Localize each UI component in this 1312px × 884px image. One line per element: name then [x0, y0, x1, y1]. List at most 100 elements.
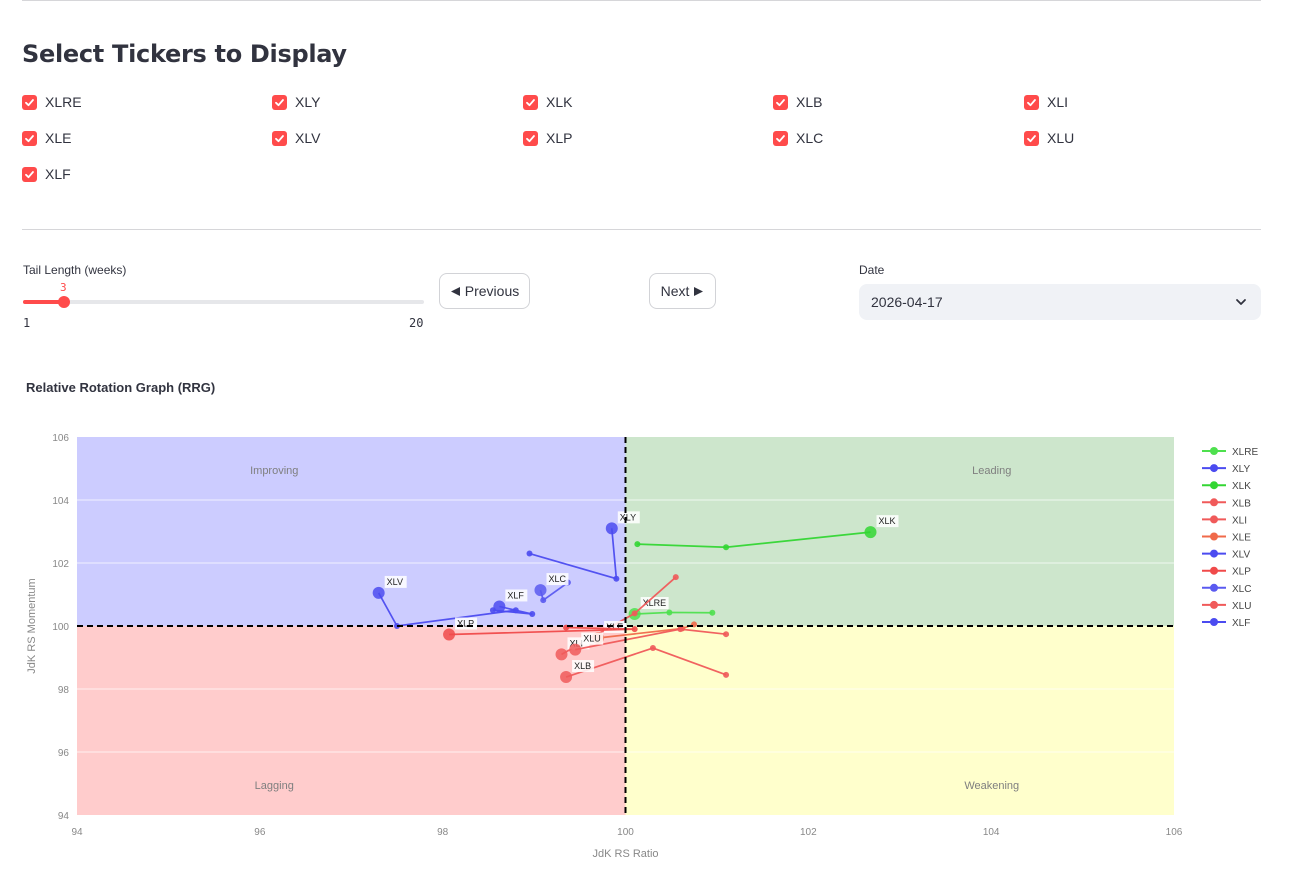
- legend-label: XLB: [1232, 498, 1251, 509]
- legend-swatch-marker: [1210, 515, 1218, 524]
- x-axis-title: JdK RS Ratio: [592, 848, 658, 860]
- checkbox-xlb[interactable]: XLB: [773, 92, 822, 112]
- series-point: [540, 597, 547, 604]
- checkbox-label: XLB: [796, 94, 823, 110]
- top-divider: [22, 0, 1261, 1]
- checkbox-label: XLV: [295, 130, 321, 146]
- point-label-bg: [384, 575, 407, 588]
- x-tick-label: 106: [1166, 827, 1183, 838]
- legend-item-xlp: XLP: [1202, 566, 1251, 578]
- checkbox-xlk[interactable]: XLK: [523, 92, 572, 112]
- quadrant-improving: [77, 437, 626, 626]
- legend-label: XLK: [1232, 481, 1251, 492]
- series-point: [672, 574, 679, 581]
- series-point: [613, 575, 620, 582]
- point-label: XLE: [606, 622, 623, 632]
- series-point: [723, 544, 730, 551]
- checkbox-xly[interactable]: XLY: [272, 92, 320, 112]
- legend-label: XLF: [1232, 618, 1250, 629]
- point-label: XLRE: [643, 598, 667, 608]
- checkbox-xle[interactable]: XLE: [22, 128, 71, 148]
- quadrant-label-leading: Leading: [972, 465, 1011, 477]
- checkbox-xlu[interactable]: XLU: [1024, 128, 1074, 148]
- series-point: [709, 609, 716, 616]
- legend-item-xlu: XLU: [1202, 600, 1251, 612]
- series-point: [529, 611, 536, 618]
- point-label: XLU: [583, 634, 601, 644]
- quadrant-label-improving: Improving: [250, 465, 298, 477]
- checkmark-icon: [22, 130, 37, 146]
- series-point: [649, 645, 656, 652]
- legend-label: XLC: [1232, 584, 1251, 595]
- checkbox-xlre[interactable]: XLRE: [22, 92, 82, 112]
- series-xlu: XLU: [569, 626, 730, 656]
- checkbox-label: XLP: [546, 130, 573, 146]
- checkmark-icon: [773, 130, 788, 146]
- x-tick-label: 96: [254, 827, 266, 838]
- checkbox-xlv[interactable]: XLV: [272, 128, 320, 148]
- legend-swatch-marker: [1210, 549, 1218, 558]
- point-label-bg: [572, 660, 595, 673]
- tail-length-slider-thumb[interactable]: [58, 296, 70, 308]
- date-select[interactable]: 2026-04-17: [859, 284, 1261, 320]
- date-label: Date: [859, 263, 885, 277]
- point-label-bg: [581, 632, 604, 645]
- checkmark-icon: [22, 166, 37, 182]
- series-point: [666, 609, 673, 616]
- series-point: [634, 541, 641, 548]
- triangle-right-icon: [694, 286, 704, 296]
- legend-label: XLP: [1232, 567, 1251, 578]
- chart-legend: XLRE XLY XLK XLB XLI XLE XLV XLP XLC XLU XLF: [1202, 447, 1258, 629]
- point-label: XLY: [620, 512, 636, 522]
- checkbox-xlf[interactable]: XLF: [22, 164, 71, 184]
- legend-swatch-marker: [1210, 566, 1218, 575]
- legend-label: XLE: [1232, 533, 1251, 544]
- chevron-down-icon: [1236, 299, 1246, 305]
- series-head-point: [605, 522, 618, 535]
- legend-item-xli: XLI: [1202, 515, 1247, 526]
- checkbox-label: XLC: [796, 130, 824, 146]
- checkbox-xlc[interactable]: XLC: [773, 128, 823, 148]
- legend-swatch-marker: [1210, 532, 1218, 541]
- tail-length-slider-track[interactable]: [23, 300, 424, 304]
- legend-item-xlf: XLF: [1202, 618, 1250, 629]
- x-tick-label: 102: [800, 827, 817, 838]
- tail-length-label: Tail Length (weeks): [23, 263, 127, 277]
- series-point: [393, 623, 400, 629]
- legend-swatch-marker: [1210, 498, 1218, 507]
- legend-item-xlc: XLC: [1202, 583, 1251, 595]
- checkbox-label: XLRE: [45, 94, 82, 110]
- point-label-bg: [640, 597, 669, 610]
- section-divider: [22, 229, 1261, 230]
- point-label: XLV: [387, 577, 403, 587]
- point-label: XLB: [574, 661, 591, 671]
- checkbox-xli[interactable]: XLI: [1024, 92, 1068, 112]
- checkbox-xlp[interactable]: XLP: [523, 128, 572, 148]
- rrg-chart: Improving Leading Lagging Weakening 94 96 98 10…: [26, 433, 1258, 860]
- y-tick-label: 100: [52, 622, 69, 633]
- legend-item-xlv: XLV: [1202, 549, 1250, 561]
- point-label: XLP: [457, 619, 474, 629]
- series-head-point: [493, 600, 506, 613]
- tail-length-slider-fill: [23, 300, 64, 304]
- checkmark-icon: [1024, 130, 1039, 146]
- y-tick-label: 106: [52, 433, 69, 444]
- tail-length-max: 20: [409, 316, 424, 330]
- series-point: [723, 631, 730, 638]
- legend-item-xlk: XLK: [1202, 481, 1251, 492]
- quadrant-weakening: [625, 626, 1174, 815]
- series-xly: XLY: [526, 511, 640, 582]
- legend-swatch-marker: [1210, 464, 1218, 473]
- series-point: [677, 626, 684, 633]
- checkmark-icon: [272, 130, 287, 146]
- checkmark-icon: [22, 94, 37, 110]
- x-tick-label: 98: [437, 827, 449, 838]
- checkbox-label: XLK: [546, 94, 573, 110]
- next-button[interactable]: Next: [649, 273, 716, 309]
- point-label-bg: [617, 511, 640, 524]
- previous-button[interactable]: Previous: [439, 273, 530, 309]
- quadrant-label-weakening: Weakening: [964, 780, 1019, 792]
- point-label-bg: [876, 515, 899, 528]
- legend-item-xlb: XLB: [1202, 498, 1251, 509]
- checkmark-icon: [272, 94, 287, 110]
